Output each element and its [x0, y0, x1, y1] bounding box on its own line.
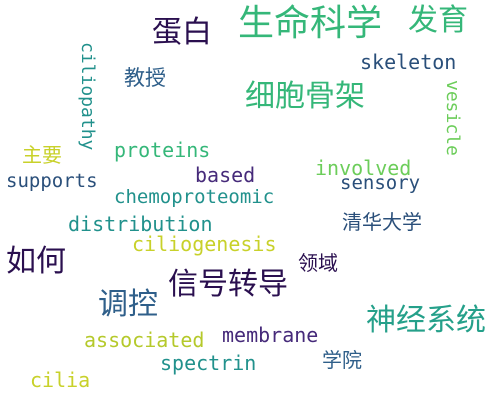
word-regulation: 调控: [98, 287, 158, 322]
word-spectrin: spectrin: [160, 351, 257, 375]
word-cilia: cilia: [30, 368, 91, 392]
word-school: 学院: [322, 348, 362, 372]
word-life-science: 生命科学: [238, 3, 383, 44]
word-signal-transduction: 信号转导: [168, 267, 288, 302]
word-tsinghua: 清华大学: [342, 210, 422, 234]
word-ciliopathy: ciliopathy: [77, 42, 98, 151]
word-supports: supports: [6, 170, 98, 192]
word-sensory: sensory: [340, 172, 421, 194]
word-skeleton: skeleton: [360, 50, 457, 74]
word-how: 如何: [6, 244, 66, 279]
word-vesicle: vesicle: [442, 80, 463, 156]
word-proteins: proteins: [114, 138, 211, 162]
word-associated: associated: [84, 328, 205, 352]
word-distribution: distribution: [68, 212, 213, 236]
word-involved: involved: [315, 156, 412, 180]
word-membrane: membrane: [222, 323, 319, 347]
word-based: based: [195, 163, 256, 187]
word-ciliogenesis: ciliogenesis: [132, 232, 277, 256]
word-main: 主要: [22, 143, 62, 167]
word-chemoproteomic: chemoproteomic: [114, 186, 275, 208]
word-protein-zh: 蛋白: [152, 15, 212, 50]
word-cytoskeleton: 细胞骨架: [245, 79, 365, 114]
word-field: 领域: [298, 251, 338, 275]
word-development: 发育: [408, 3, 468, 38]
word-professor: 教授: [124, 66, 166, 90]
word-nervous-system: 神经系统: [366, 303, 486, 338]
